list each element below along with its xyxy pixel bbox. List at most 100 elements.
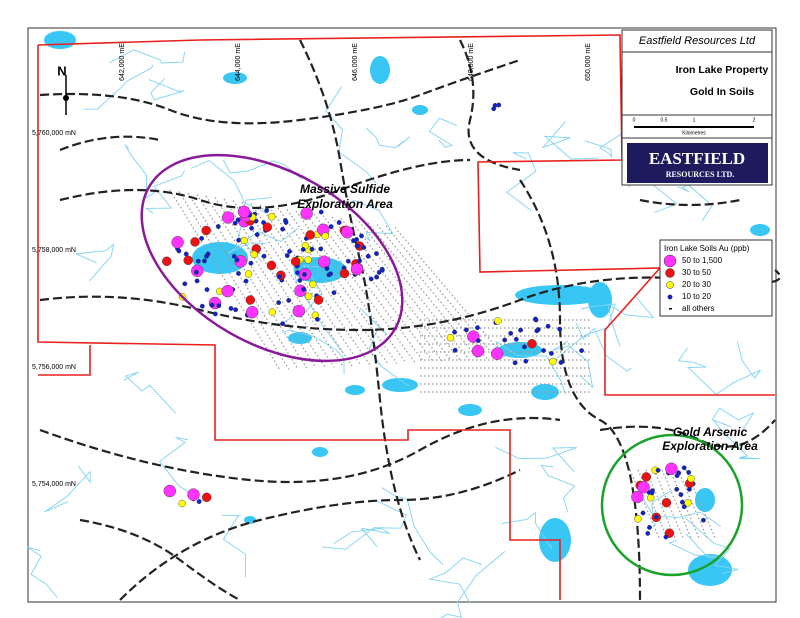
soil-sample bbox=[345, 258, 351, 264]
survey-line bbox=[677, 469, 709, 541]
soil-sample bbox=[354, 237, 359, 242]
easting-label: 642,000 mE bbox=[119, 43, 126, 81]
area-label: Exploration Area bbox=[297, 197, 393, 211]
survey-line bbox=[358, 221, 470, 360]
creek bbox=[428, 117, 458, 148]
property-boundary bbox=[37, 34, 775, 396]
soil-sample bbox=[183, 255, 193, 265]
area-label: Gold Arsenic bbox=[673, 425, 748, 439]
soil-sample bbox=[232, 220, 238, 226]
soil-sample bbox=[304, 256, 312, 264]
scale-label: 0 bbox=[633, 117, 636, 123]
legend-label: 30 to 50 bbox=[682, 268, 711, 277]
legend-label: 50 to 1,500 bbox=[682, 256, 723, 265]
soil-sample bbox=[216, 303, 222, 309]
soil-sample bbox=[355, 243, 360, 249]
soil-sample bbox=[228, 305, 234, 311]
legend-symbol bbox=[669, 308, 672, 310]
soil-samples bbox=[162, 102, 706, 540]
soil-sample bbox=[641, 472, 651, 482]
soil-sample bbox=[328, 224, 334, 230]
soil-sample bbox=[309, 280, 317, 288]
grid-labels: 642,000 mE 644,000 mE 646,000 mE 648,000… bbox=[32, 43, 592, 488]
scale-unit: Kilometres bbox=[682, 130, 706, 136]
soil-sample bbox=[357, 258, 362, 264]
soil-sample bbox=[661, 498, 672, 508]
soil-sample bbox=[665, 462, 678, 475]
creek bbox=[27, 546, 58, 598]
soil-sample bbox=[701, 517, 706, 523]
soil-sample bbox=[326, 272, 332, 278]
north-arrow: N bbox=[57, 63, 69, 115]
creek bbox=[83, 64, 154, 110]
property-name: Iron Lake Property bbox=[676, 64, 769, 76]
soil-sample bbox=[236, 237, 242, 243]
soil-sample bbox=[647, 494, 655, 502]
legend-symbol bbox=[666, 281, 674, 289]
legend-symbol bbox=[665, 268, 675, 278]
northing-label: 5,760,000 mN bbox=[32, 130, 76, 137]
soil-sample bbox=[163, 484, 177, 498]
legend-label: all others bbox=[682, 304, 714, 313]
soil-sample bbox=[491, 347, 504, 360]
soil-sample bbox=[663, 534, 669, 540]
soil-sample bbox=[201, 258, 207, 264]
scale-label: 2 bbox=[753, 117, 756, 123]
survey-line bbox=[214, 197, 326, 368]
soil-sample bbox=[287, 248, 292, 254]
soil-sample bbox=[248, 260, 254, 266]
creek bbox=[575, 323, 632, 372]
survey-line bbox=[169, 189, 281, 371]
soil-sample bbox=[209, 302, 215, 308]
soil-sample bbox=[681, 504, 687, 510]
survey-line bbox=[385, 225, 497, 359]
soil-sample bbox=[221, 284, 234, 298]
creek bbox=[651, 490, 673, 527]
creek bbox=[506, 152, 537, 212]
soil-sample bbox=[678, 492, 684, 497]
soil-sample bbox=[339, 268, 350, 279]
soil-sample bbox=[492, 103, 498, 108]
exploration-area-outline bbox=[600, 433, 744, 577]
soil-sample bbox=[236, 271, 241, 276]
soil-sample bbox=[446, 334, 455, 342]
northing-label: 5,758,000 mN bbox=[32, 247, 76, 254]
soil-sample bbox=[549, 350, 554, 356]
scale-label: 1 bbox=[693, 117, 696, 123]
soil-sample bbox=[674, 486, 680, 492]
soil-sample bbox=[212, 311, 218, 317]
soil-sample bbox=[266, 260, 277, 271]
survey-line bbox=[313, 213, 425, 363]
soil-sample bbox=[309, 246, 315, 252]
survey-line bbox=[268, 206, 380, 365]
scale-label: 0.5 bbox=[661, 117, 668, 123]
soil-sample bbox=[649, 490, 655, 496]
creek bbox=[282, 329, 345, 375]
creek bbox=[222, 159, 303, 180]
creek bbox=[607, 296, 655, 347]
soil-sample bbox=[234, 257, 240, 263]
soil-sample bbox=[361, 245, 367, 250]
soil-sample bbox=[283, 220, 289, 225]
company-name: Eastfield Resources Ltd bbox=[639, 35, 756, 47]
creek bbox=[124, 144, 158, 199]
soil-sample bbox=[522, 344, 527, 350]
logo-name: EASTFIELD bbox=[649, 149, 745, 168]
soil-sample bbox=[193, 269, 199, 275]
soil-sample bbox=[183, 251, 189, 257]
soil-sample bbox=[221, 211, 235, 224]
soil-sample bbox=[190, 237, 200, 247]
soil-sample bbox=[301, 286, 306, 292]
soil-sample bbox=[687, 475, 695, 483]
northing-label: 5,754,000 mN bbox=[32, 481, 76, 488]
easting-label: 648,000 mE bbox=[468, 43, 475, 81]
survey-line bbox=[367, 222, 479, 360]
survey-line bbox=[322, 215, 434, 362]
soil-sample bbox=[314, 316, 320, 322]
soil-sample bbox=[452, 347, 458, 353]
soil-sample bbox=[280, 226, 285, 232]
soil-sample bbox=[374, 274, 379, 280]
soil-sample bbox=[321, 232, 329, 240]
soil-sample bbox=[240, 236, 249, 245]
